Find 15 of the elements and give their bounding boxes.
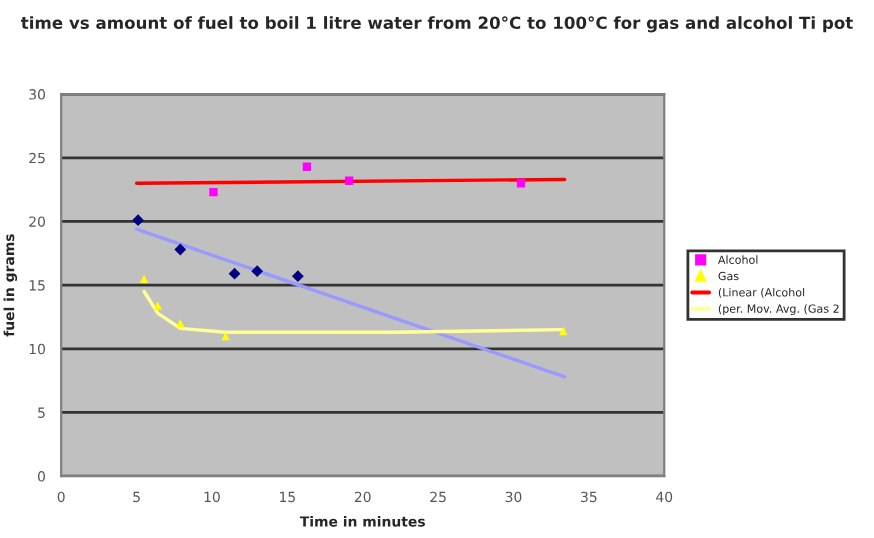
point	[559, 326, 568, 336]
point	[132, 214, 144, 227]
point	[176, 319, 185, 328]
chart-title: time vs amount of fuel to boil 1 litre water from 20°C to 100°C for gas and alcohol Ti pot	[20, 16, 853, 33]
point	[139, 274, 149, 283]
point	[302, 162, 312, 171]
point	[174, 243, 187, 256]
point	[516, 179, 526, 188]
point	[153, 301, 162, 310]
point	[209, 188, 218, 197]
point	[291, 270, 304, 283]
point	[228, 267, 241, 280]
point	[251, 265, 264, 278]
point	[344, 176, 354, 185]
point	[221, 331, 230, 341]
